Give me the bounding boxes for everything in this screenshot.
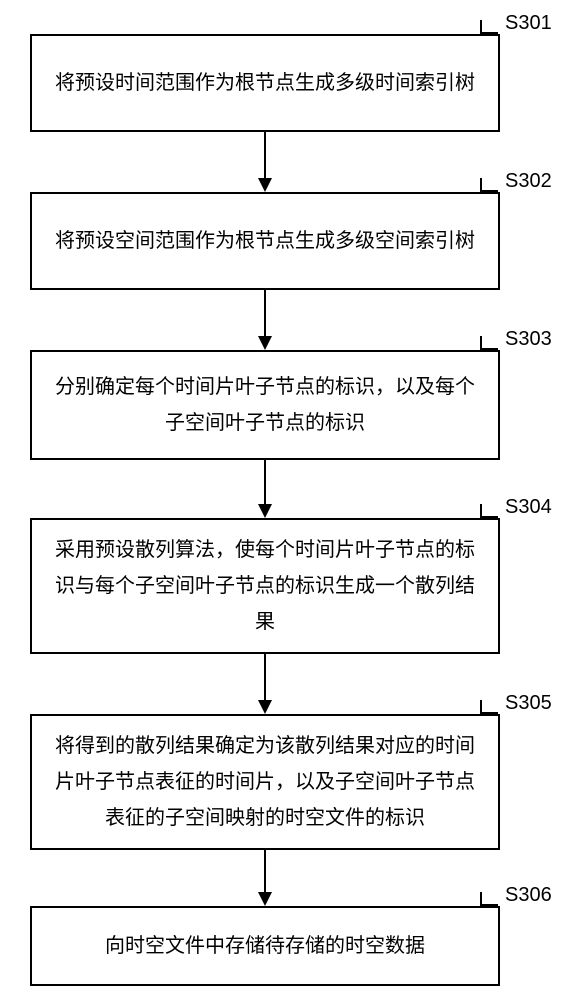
step-text: 识与每个子空间叶子节点的标识生成一个散列结: [55, 568, 475, 604]
arrow-head-icon: [258, 336, 272, 350]
arrow-head-icon: [258, 178, 272, 192]
step-text: 分别确定每个时间片叶子节点的标识，以及每个: [55, 369, 475, 405]
arrow-line: [264, 132, 266, 178]
arrow-head-icon: [258, 504, 272, 518]
step-text: 将预设时间范围作为根节点生成多级时间索引树: [55, 65, 475, 101]
step-text: 果: [55, 604, 475, 640]
arrow-line: [264, 460, 266, 504]
flowchart-canvas: S301 将预设时间范围作为根节点生成多级时间索引树 S302 将预设空间范围作…: [0, 0, 570, 1000]
label-hook: [480, 700, 498, 714]
step-text: 片叶子节点表征的时间片，以及子空间叶子节点: [55, 764, 475, 800]
step-text: 采用预设散列算法，使每个时间片叶子节点的标: [55, 532, 475, 568]
step-node-2: 将预设空间范围作为根节点生成多级空间索引树: [30, 192, 500, 290]
step-text: 子空间叶子节点的标识: [55, 405, 475, 441]
arrow-head-icon: [258, 700, 272, 714]
arrow-head-icon: [258, 892, 272, 906]
step-text: 表征的子空间映射的时空文件的标识: [55, 800, 475, 836]
label-hook: [480, 178, 498, 192]
label-hook: [480, 892, 498, 906]
arrow-line: [264, 290, 266, 336]
label-hook: [480, 336, 498, 350]
label-hook: [480, 504, 498, 518]
arrow-line: [264, 850, 266, 892]
arrow-line: [264, 654, 266, 700]
step-node-5: 将得到的散列结果确定为该散列结果对应的时间 片叶子节点表征的时间片，以及子空间叶…: [30, 714, 500, 850]
step-label: S303: [505, 328, 552, 351]
step-text: 将得到的散列结果确定为该散列结果对应的时间: [55, 728, 475, 764]
label-hook: [480, 20, 498, 34]
step-text: 将预设空间范围作为根节点生成多级空间索引树: [55, 223, 475, 259]
step-label: S301: [505, 12, 552, 35]
step-node-1: 将预设时间范围作为根节点生成多级时间索引树: [30, 34, 500, 132]
step-node-3: 分别确定每个时间片叶子节点的标识，以及每个 子空间叶子节点的标识: [30, 350, 500, 460]
step-label: S306: [505, 884, 552, 907]
step-label: S305: [505, 692, 552, 715]
step-text: 向时空文件中存储待存储的时空数据: [105, 928, 425, 964]
step-node-4: 采用预设散列算法，使每个时间片叶子节点的标 识与每个子空间叶子节点的标识生成一个…: [30, 518, 500, 654]
step-label: S304: [505, 496, 552, 519]
step-label: S302: [505, 170, 552, 193]
step-node-6: 向时空文件中存储待存储的时空数据: [30, 906, 500, 986]
